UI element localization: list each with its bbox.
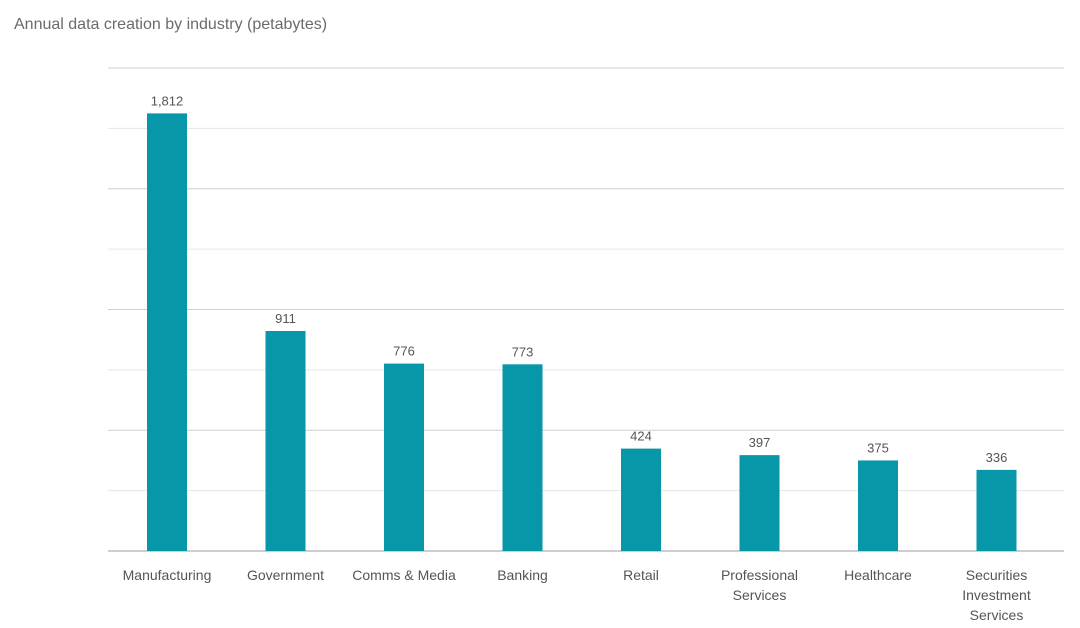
data-label: 911: [275, 311, 296, 326]
bar: [858, 460, 898, 551]
x-tick-label: Professional Services: [721, 567, 798, 603]
bar: [502, 364, 543, 551]
data-label: 375: [867, 440, 889, 455]
gridlines: [108, 67, 1064, 552]
data-label: 773: [512, 344, 534, 359]
data-label: 776: [393, 344, 415, 359]
value-labels: 1,812 911 776 773 424 397 375 336: [151, 93, 1008, 464]
data-label: 336: [986, 450, 1008, 465]
x-tick-label: Comms & Media: [352, 567, 456, 583]
bar: [976, 469, 1017, 551]
x-tick-label: Manufacturing: [123, 567, 212, 583]
data-label: 397: [749, 435, 771, 450]
bar: [739, 455, 780, 551]
bar: [384, 363, 424, 551]
data-label: 1,812: [151, 93, 184, 108]
x-tick-label: Securities Investment Services: [962, 567, 1031, 623]
x-tick-label: Banking: [497, 567, 548, 583]
data-label: 424: [630, 429, 652, 444]
bar: [265, 330, 306, 551]
bar: [621, 448, 661, 551]
category-labels: Manufacturing Government Comms & Media Bank…: [123, 567, 1031, 623]
x-tick-label: Government: [247, 567, 324, 583]
x-tick-label: Healthcare: [844, 567, 912, 583]
chart-title: Annual data creation by industry (petaby…: [14, 16, 328, 33]
bar: [147, 113, 187, 551]
bars: [147, 113, 1017, 551]
x-tick-label: Retail: [623, 567, 659, 583]
